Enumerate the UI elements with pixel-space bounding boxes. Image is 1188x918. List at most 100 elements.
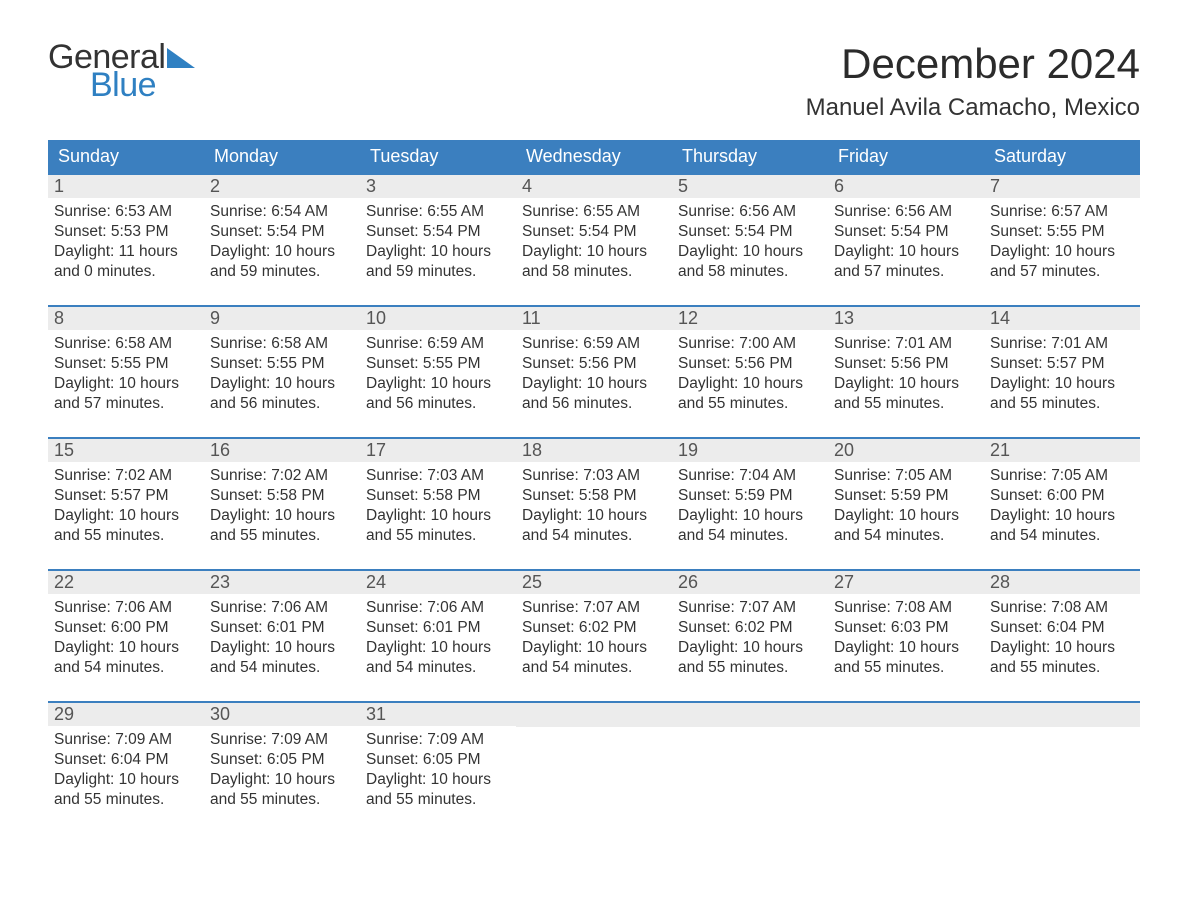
day-data: Sunrise: 6:56 AMSunset: 5:54 PMDaylight:…	[672, 198, 828, 289]
sunrise-line: Sunrise: 7:05 AM	[990, 466, 1134, 486]
sunset-value: 5:59 PM	[891, 487, 949, 504]
sunset-line: Sunset: 5:57 PM	[54, 486, 198, 506]
daylight-hours: 10 hours	[587, 639, 647, 656]
day-data: Sunrise: 7:02 AMSunset: 5:58 PMDaylight:…	[204, 462, 360, 553]
daylight-line-1: Daylight: 10 hours	[834, 374, 978, 394]
sunrise-value: 7:06 AM	[427, 599, 484, 616]
daylight-line-1: Daylight: 10 hours	[54, 638, 198, 658]
day-number: 3	[360, 175, 516, 198]
sunset-label: Sunset:	[54, 487, 107, 504]
sunrise-label: Sunrise:	[366, 467, 423, 484]
sunset-value: 6:00 PM	[111, 619, 169, 636]
sunset-line: Sunset: 5:54 PM	[834, 222, 978, 242]
location-subtitle: Manuel Avila Camacho, Mexico	[806, 94, 1140, 122]
day-data: Sunrise: 7:05 AMSunset: 5:59 PMDaylight:…	[828, 462, 984, 553]
sunset-label: Sunset:	[522, 223, 575, 240]
sunrise-line: Sunrise: 7:03 AM	[366, 466, 510, 486]
daylight-hours: 10 hours	[743, 507, 803, 524]
daylight-hours: 10 hours	[431, 771, 491, 788]
calendar-day-cell: 4Sunrise: 6:55 AMSunset: 5:54 PMDaylight…	[516, 173, 672, 305]
daylight-line-2: and 58 minutes.	[522, 262, 666, 282]
day-number: 10	[360, 307, 516, 330]
sunrise-line: Sunrise: 7:05 AM	[834, 466, 978, 486]
sunset-value: 6:01 PM	[423, 619, 481, 636]
calendar-day-cell: 14Sunrise: 7:01 AMSunset: 5:57 PMDayligh…	[984, 305, 1140, 437]
sunset-label: Sunset:	[366, 223, 419, 240]
day-data: Sunrise: 6:56 AMSunset: 5:54 PMDaylight:…	[828, 198, 984, 289]
sunset-line: Sunset: 5:55 PM	[366, 354, 510, 374]
daylight-hours: 10 hours	[275, 771, 335, 788]
sunset-label: Sunset:	[522, 355, 575, 372]
day-data: Sunrise: 6:55 AMSunset: 5:54 PMDaylight:…	[516, 198, 672, 289]
day-data: Sunrise: 6:55 AMSunset: 5:54 PMDaylight:…	[360, 198, 516, 289]
daylight-hours: 10 hours	[1055, 243, 1115, 260]
day-number: 13	[828, 307, 984, 330]
day-number: 31	[360, 703, 516, 726]
calendar-table: Sunday Monday Tuesday Wednesday Thursday…	[48, 140, 1140, 833]
day-header-row: Sunday Monday Tuesday Wednesday Thursday…	[48, 140, 1140, 173]
day-data: Sunrise: 6:58 AMSunset: 5:55 PMDaylight:…	[48, 330, 204, 421]
sunrise-label: Sunrise:	[210, 335, 267, 352]
daylight-label: Daylight:	[54, 375, 114, 392]
daylight-hours: 10 hours	[275, 639, 335, 656]
sunset-line: Sunset: 5:58 PM	[366, 486, 510, 506]
daylight-hours: 10 hours	[431, 507, 491, 524]
sunrise-line: Sunrise: 7:09 AM	[54, 730, 198, 750]
daylight-hours: 10 hours	[1055, 639, 1115, 656]
day-data: Sunrise: 6:57 AMSunset: 5:55 PMDaylight:…	[984, 198, 1140, 289]
daylight-line-2: and 57 minutes.	[54, 394, 198, 414]
daylight-label: Daylight:	[54, 507, 114, 524]
sunset-line: Sunset: 5:55 PM	[210, 354, 354, 374]
daylight-line-1: Daylight: 10 hours	[366, 506, 510, 526]
sunrise-label: Sunrise:	[210, 203, 267, 220]
daylight-line-2: and 55 minutes.	[678, 394, 822, 414]
sunrise-line: Sunrise: 7:08 AM	[990, 598, 1134, 618]
sunset-value: 6:03 PM	[891, 619, 949, 636]
daylight-line-2: and 54 minutes.	[678, 526, 822, 546]
sunset-value: 5:56 PM	[579, 355, 637, 372]
sunset-line: Sunset: 5:55 PM	[54, 354, 198, 374]
day-number: 19	[672, 439, 828, 462]
sunrise-value: 6:56 AM	[895, 203, 952, 220]
sunrise-value: 7:02 AM	[271, 467, 328, 484]
sunset-label: Sunset:	[54, 751, 107, 768]
sunset-value: 6:05 PM	[267, 751, 325, 768]
day-data: Sunrise: 7:08 AMSunset: 6:03 PMDaylight:…	[828, 594, 984, 685]
daylight-label: Daylight:	[366, 639, 426, 656]
calendar-day-cell: 27Sunrise: 7:08 AMSunset: 6:03 PMDayligh…	[828, 569, 984, 701]
day-data: Sunrise: 7:09 AMSunset: 6:05 PMDaylight:…	[204, 726, 360, 817]
sunrise-value: 6:58 AM	[115, 335, 172, 352]
calendar-week-row: 15Sunrise: 7:02 AMSunset: 5:57 PMDayligh…	[48, 437, 1140, 569]
sunset-value: 5:56 PM	[735, 355, 793, 372]
daylight-hours: 10 hours	[275, 243, 335, 260]
sunset-label: Sunset:	[54, 619, 107, 636]
sunrise-line: Sunrise: 7:06 AM	[54, 598, 198, 618]
sunrise-line: Sunrise: 7:04 AM	[678, 466, 822, 486]
sunrise-value: 7:09 AM	[427, 731, 484, 748]
sunrise-label: Sunrise:	[210, 731, 267, 748]
sunrise-label: Sunrise:	[834, 335, 891, 352]
day-number: 28	[984, 571, 1140, 594]
logo-triangle-icon	[167, 48, 195, 68]
daylight-line-2: and 55 minutes.	[678, 658, 822, 678]
calendar-week-row: 29Sunrise: 7:09 AMSunset: 6:04 PMDayligh…	[48, 701, 1140, 833]
daylight-line-1: Daylight: 10 hours	[210, 770, 354, 790]
sunrise-value: 6:56 AM	[739, 203, 796, 220]
calendar-day-cell: 9Sunrise: 6:58 AMSunset: 5:55 PMDaylight…	[204, 305, 360, 437]
daylight-line-2: and 55 minutes.	[54, 526, 198, 546]
calendar-day-cell: 11Sunrise: 6:59 AMSunset: 5:56 PMDayligh…	[516, 305, 672, 437]
daylight-line-1: Daylight: 11 hours	[54, 242, 198, 262]
sunset-line: Sunset: 5:54 PM	[366, 222, 510, 242]
day-header: Wednesday	[516, 140, 672, 173]
daylight-line-2: and 54 minutes.	[54, 658, 198, 678]
sunset-label: Sunset:	[990, 355, 1043, 372]
daylight-line-1: Daylight: 10 hours	[210, 638, 354, 658]
daylight-label: Daylight:	[678, 243, 738, 260]
sunrise-line: Sunrise: 7:07 AM	[678, 598, 822, 618]
sunset-label: Sunset:	[990, 223, 1043, 240]
daylight-line-2: and 54 minutes.	[990, 526, 1134, 546]
sunrise-line: Sunrise: 6:59 AM	[522, 334, 666, 354]
day-header: Thursday	[672, 140, 828, 173]
sunrise-label: Sunrise:	[210, 599, 267, 616]
day-data: Sunrise: 7:01 AMSunset: 5:57 PMDaylight:…	[984, 330, 1140, 421]
